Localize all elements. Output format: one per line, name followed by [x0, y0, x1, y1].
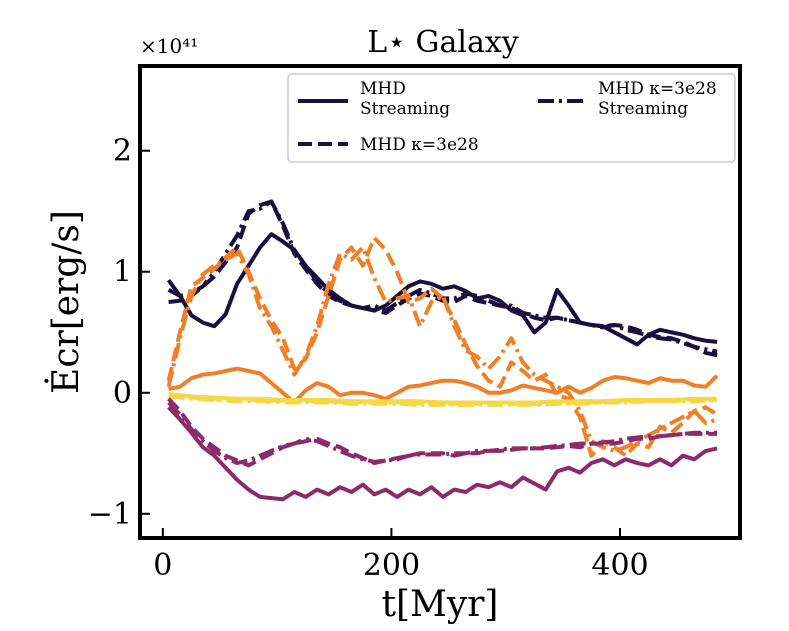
legend-label-streaming: MHD Streaming: [360, 79, 450, 119]
legend-label-streaming-line1: MHD: [360, 79, 406, 99]
x-axis-label: t[Myr]: [382, 584, 499, 625]
series-line-yellow-mhd-kappa-streaming: [168, 394, 718, 407]
series-layer: [166, 199, 719, 502]
legend-label-kappa-streaming-line2: Streaming: [598, 99, 688, 119]
axis-multiplier: ×10⁴¹: [140, 34, 198, 58]
legend-label-kappa-streaming-line1: MHD κ=3e28: [598, 79, 717, 99]
series-line-orange-mhd-kappa-streaming: [166, 245, 718, 453]
x-tick-label: 0: [153, 548, 172, 583]
y-tick-label: 0: [113, 376, 132, 411]
legend-label-kappa-streaming: MHD κ=3e28 Streaming: [598, 79, 722, 119]
y-tick-label: 2: [113, 134, 132, 169]
plot-frame: [138, 64, 742, 540]
series-line-orange-mhd-streaming: [168, 366, 719, 405]
x-tick-label: 200: [363, 548, 420, 583]
x-tick-label: 400: [591, 548, 648, 583]
series-line-dark-mhd-streaming: [166, 232, 718, 347]
legend-label-kappa: MHD κ=3e28: [360, 135, 479, 155]
y-tick-label: 1: [113, 255, 132, 290]
legend-label-streaming-line2: Streaming: [360, 99, 450, 119]
legend-box: [287, 73, 736, 163]
legend: MHD Streaming MHD κ=3e28 MHD κ=3e28 Stre…: [287, 73, 736, 163]
series-line-magenta-mhd-kappa-streaming: [167, 401, 718, 465]
series-line-orange-mhd-kappa: [166, 235, 719, 458]
ticks-layer: 0 200 400 −1 0 1 2: [88, 134, 649, 583]
y-tick-label: −1: [88, 497, 132, 532]
chart-title: L⋆ Galaxy: [367, 25, 518, 60]
series-line-magenta-mhd-kappa: [167, 397, 718, 468]
series-line-magenta-mhd-streaming: [167, 405, 718, 502]
y-axis-label: Ėcr[erg/s]: [45, 210, 87, 394]
